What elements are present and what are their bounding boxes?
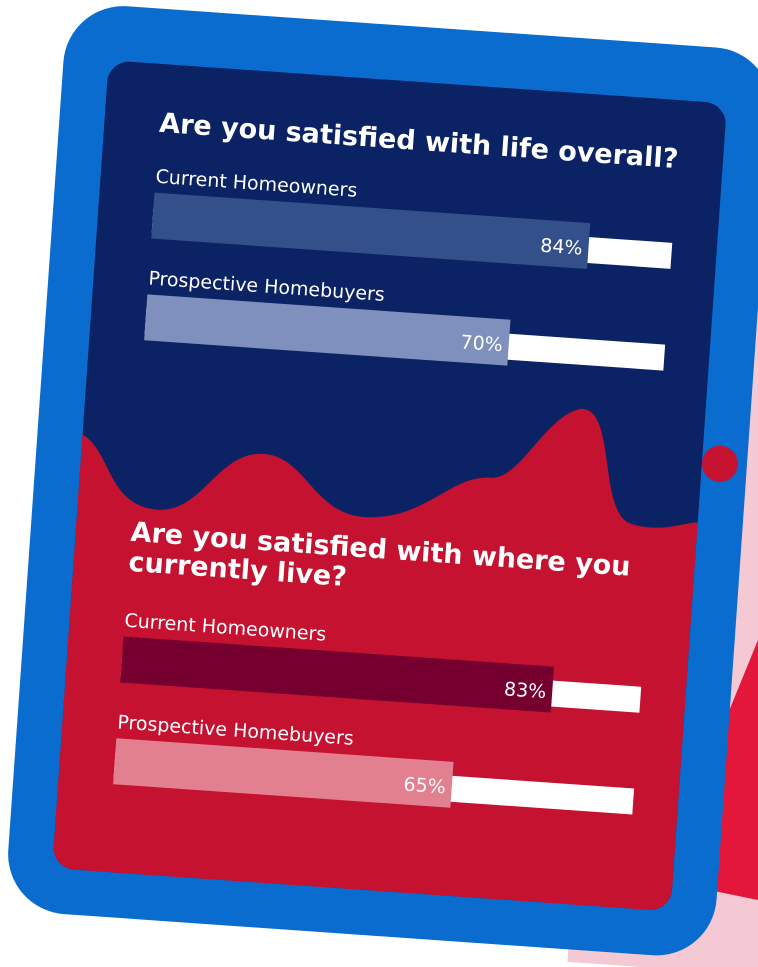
value-label: 70% — [460, 331, 504, 356]
bar — [144, 294, 511, 366]
bar — [113, 738, 454, 808]
bar — [120, 636, 555, 713]
value-label: 65% — [403, 773, 447, 798]
value-label: 84% — [540, 235, 584, 260]
value-label: 83% — [503, 678, 547, 703]
charts: Are you satisfied with life overall?Curr… — [113, 109, 679, 815]
card: Are you satisfied with life overall?Curr… — [8, 6, 758, 956]
dot — [701, 445, 738, 482]
bar — [151, 192, 591, 269]
